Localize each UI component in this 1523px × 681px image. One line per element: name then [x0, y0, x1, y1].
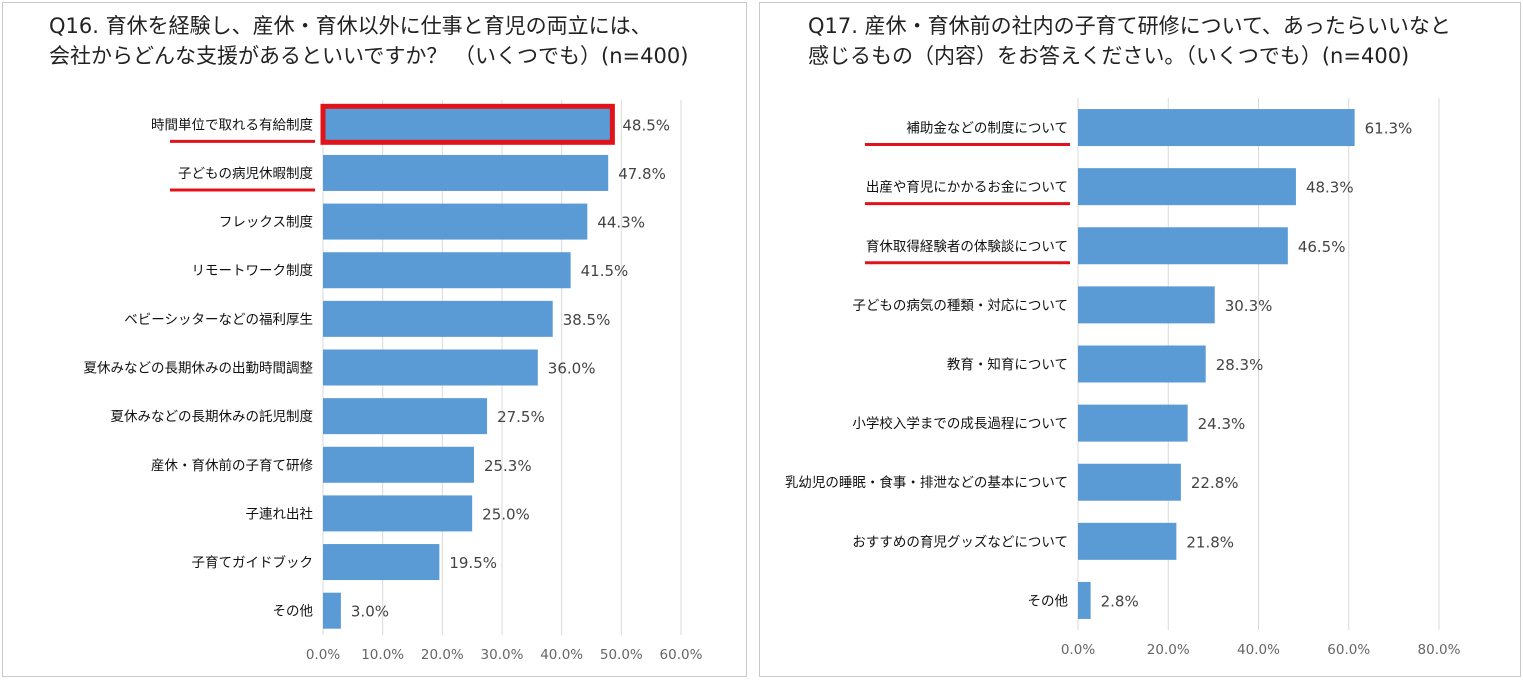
data-label: 46.5%	[1298, 238, 1346, 256]
chart-panel-q16: Q16. 育休を経験し、産休・育休以外に仕事と育児の両立には、 会社からどんな支…	[2, 2, 747, 677]
bar	[1078, 581, 1091, 619]
bar	[323, 106, 613, 143]
highlight-box	[320, 103, 615, 145]
data-label: 22.8%	[1191, 474, 1239, 492]
data-label: 41.5%	[581, 262, 629, 280]
bar	[1078, 109, 1355, 147]
data-label: 21.8%	[1186, 533, 1234, 551]
x-tick-label: 20.0%	[1147, 642, 1190, 658]
bar	[323, 398, 488, 435]
data-label: 48.5%	[622, 116, 670, 134]
bar	[323, 544, 440, 581]
bar	[323, 446, 474, 483]
x-tick-label: 20.0%	[421, 647, 464, 663]
x-tick-label: 40.0%	[1237, 642, 1280, 658]
category-label: 夏休みなどの長期休みの託児制度	[111, 409, 314, 425]
data-label: 2.8%	[1101, 592, 1139, 610]
category-label: 夏休みなどの長期休みの出勤時間調整	[84, 361, 314, 377]
data-label: 36.0%	[548, 360, 596, 378]
category-label: 出産や育児にかかるお金について	[866, 180, 1068, 196]
data-label: 19.5%	[449, 554, 497, 572]
chart-title-q17-line2: 感じるもの（内容）をお答えください。（いくつでも）(n=400)	[808, 44, 1410, 68]
category-label: 子連れ出社	[246, 506, 314, 522]
bar	[323, 300, 553, 337]
category-label: 育休取得経験者の体験談について	[866, 238, 1068, 255]
data-label: 25.0%	[482, 505, 530, 523]
category-label: ベビーシッターなどの福利厚生	[124, 312, 313, 328]
category-label: その他	[273, 604, 314, 620]
data-label: 30.3%	[1225, 297, 1273, 315]
bar	[323, 349, 538, 386]
bar	[323, 203, 588, 240]
category-label: 子どもの病児休暇制度	[178, 166, 313, 182]
data-label: 38.5%	[563, 311, 611, 329]
x-tick-label: 60.0%	[660, 647, 703, 663]
category-label: 補助金などの制度について	[906, 121, 1068, 137]
category-label: フレックス制度	[219, 215, 313, 231]
bar	[1078, 168, 1296, 206]
bar	[1078, 345, 1206, 383]
bar-chart-q16: 0.0% 10.0% 20.0% 30.0% 40.0% 50.0% 60.0% 時間単位で取…	[84, 100, 703, 663]
data-label: 47.8%	[618, 165, 666, 183]
chart-title-q17: Q17. 産休・育休前の社内の子育て研修について、あったらいいなと 感じるもの（…	[808, 11, 1451, 71]
data-label: 61.3%	[1365, 120, 1413, 138]
category-label: リモートワーク制度	[192, 263, 314, 279]
bar	[323, 592, 341, 629]
chart-title-q16: Q16. 育休を経験し、産休・育休以外に仕事と育児の両立には、 会社からどんな支…	[49, 11, 688, 71]
bar-chart-q17: 0.0% 20.0% 40.0% 60.0% 80.0% 補助金などの制度について 61.3…	[785, 98, 1461, 658]
bar	[323, 154, 609, 191]
chart-panel-q17: Q17. 産休・育休前の社内の子育て研修について、あったらいいなと 感じるもの（…	[759, 2, 1521, 677]
x-tick-label: 0.0%	[306, 647, 340, 663]
data-label: 24.3%	[1198, 415, 1246, 433]
x-tick-label: 0.0%	[1061, 642, 1095, 658]
category-label: 乳幼児の睡眠・食事・排泄などの基本について	[785, 474, 1068, 491]
category-label: 子育てガイドブック	[192, 554, 314, 571]
chart-title-q17-line1: Q17. 産休・育休前の社内の子育て研修について、あったらいいなと	[808, 14, 1451, 38]
data-label: 44.3%	[597, 214, 645, 232]
x-tick-label: 80.0%	[1418, 642, 1461, 658]
category-label: 子どもの病気の種類・対応について	[852, 298, 1068, 314]
data-label: 25.3%	[484, 457, 532, 475]
bar	[1078, 227, 1288, 265]
x-tick-label: 60.0%	[1327, 642, 1370, 658]
data-label: 28.3%	[1216, 356, 1264, 374]
x-tick-label: 40.0%	[540, 647, 583, 663]
category-label: その他	[1028, 593, 1069, 609]
bar	[1078, 404, 1188, 442]
category-label: 産休・育休前の子育て研修	[151, 457, 313, 474]
bar	[1078, 463, 1181, 501]
data-label: 48.3%	[1306, 179, 1354, 197]
category-label: 時間単位で取れる有給制度	[151, 117, 313, 133]
x-tick-label: 50.0%	[600, 647, 643, 663]
category-label: 小学校入学までの成長過程について	[852, 415, 1068, 432]
data-label: 27.5%	[497, 408, 545, 426]
bar	[1078, 286, 1215, 324]
category-label: おすすめの育児グッズなどについて	[852, 534, 1068, 550]
chart-title-q16-line1: Q16. 育休を経験し、産休・育休以外に仕事と育児の両立には、	[49, 14, 652, 38]
data-label: 3.0%	[351, 603, 389, 621]
bar	[323, 252, 571, 289]
bar	[323, 495, 473, 532]
bar	[1078, 522, 1177, 560]
category-label: 教育・知育について	[947, 356, 1068, 373]
x-tick-label: 30.0%	[481, 647, 524, 663]
chart-title-q16-line2: 会社からどんな支援があるといいですか？ （いくつでも）(n=400)	[49, 44, 689, 68]
x-tick-label: 10.0%	[361, 647, 404, 663]
